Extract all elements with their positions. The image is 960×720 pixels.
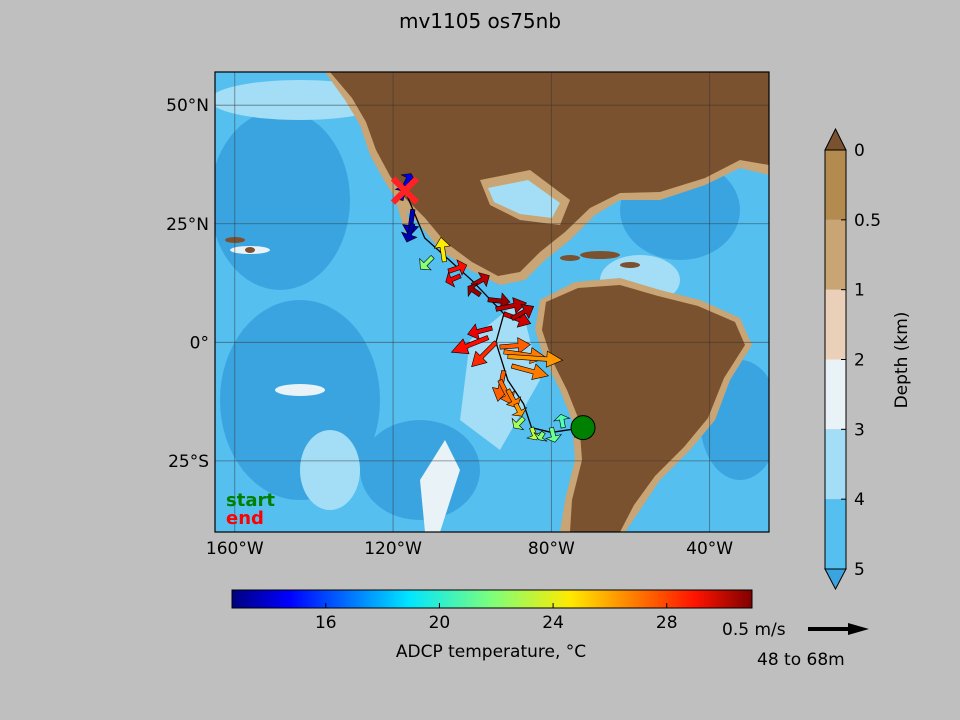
south-america-land xyxy=(535,278,752,532)
lat-tick-label: 0° xyxy=(190,333,209,353)
current-vector xyxy=(447,259,468,276)
current-vector xyxy=(400,222,418,243)
depth-tick-label: 3 xyxy=(854,420,865,440)
temperature-tick-label: 20 xyxy=(429,613,451,633)
lon-tick-label: 160°W xyxy=(206,539,264,559)
current-vector xyxy=(450,335,490,355)
current-vector xyxy=(507,350,564,368)
map-area xyxy=(215,72,769,532)
current-vector xyxy=(433,236,451,263)
current-vector xyxy=(502,311,532,328)
depth-band xyxy=(825,150,846,220)
current-vectors xyxy=(394,173,585,443)
depth-band xyxy=(825,289,846,360)
temperature-colorbar xyxy=(231,589,753,609)
temperature-colorbar-ticks: 16 20 24 28 xyxy=(315,603,678,633)
map-gridlines xyxy=(215,72,769,532)
temperature-tick-label: 28 xyxy=(656,613,678,633)
current-vector xyxy=(544,426,563,443)
depth-range-label: 48 to 68m xyxy=(757,650,845,670)
temperature-tick-label: 16 xyxy=(315,613,337,633)
depth-tick-label: 4 xyxy=(854,490,865,510)
current-vector xyxy=(511,402,528,417)
current-vector xyxy=(467,323,493,341)
depth-tick-label: 0.5 xyxy=(854,211,881,231)
track-line xyxy=(404,190,584,434)
current-vector xyxy=(419,254,435,271)
depth-band xyxy=(825,429,846,500)
current-vector xyxy=(533,430,548,442)
scale-arrow xyxy=(808,623,869,635)
map-tick-labels: 160°W 120°W 80°W 40°W 50°N 25°N 0° 25°S xyxy=(166,96,733,559)
current-vector xyxy=(499,337,531,355)
depth-tick-label: 1 xyxy=(854,281,865,301)
lon-tick-label: 40°W xyxy=(686,539,733,559)
lon-tick-label: 120°W xyxy=(364,539,422,559)
ridge-lines xyxy=(230,246,460,532)
current-vector xyxy=(495,297,528,314)
current-vector xyxy=(445,271,462,288)
depth-band xyxy=(825,499,846,569)
depth-tick-label: 2 xyxy=(854,351,865,371)
caribbean-islands xyxy=(560,251,640,268)
north-america-land xyxy=(325,72,769,285)
end-legend-label: end xyxy=(226,508,264,529)
ship-track xyxy=(404,190,584,434)
depth-extend-top xyxy=(824,127,847,151)
track-markers xyxy=(390,176,596,441)
depth-colorbar: 0 0.5 1 2 3 4 5 xyxy=(824,127,881,591)
current-vector xyxy=(552,413,571,429)
current-vector xyxy=(467,282,482,298)
depth-colorbar-label: Depth (km) xyxy=(892,312,912,409)
current-vector xyxy=(511,416,526,431)
map-frame xyxy=(214,71,770,533)
end-marker xyxy=(390,176,420,205)
depth-band xyxy=(825,359,846,430)
scale-arrow-label: 0.5 m/s xyxy=(722,620,786,640)
lat-tick-label: 25°S xyxy=(168,452,209,472)
lat-tick-label: 25°N xyxy=(166,215,209,235)
depth-tick-label: 5 xyxy=(854,560,865,580)
current-vector xyxy=(471,340,498,368)
temperature-colorbar-label: ADCP temperature, °C xyxy=(396,642,586,662)
depth-tick-label: 0 xyxy=(854,141,865,161)
start-legend-label: start xyxy=(226,490,275,511)
depth-band xyxy=(825,219,846,290)
current-vector xyxy=(510,303,535,321)
lat-tick-label: 50°N xyxy=(166,96,209,116)
current-vector xyxy=(510,363,550,381)
chart-title: mv1105 os75nb xyxy=(399,9,561,33)
depth-extend-bottom xyxy=(824,568,847,591)
temperature-tick-label: 24 xyxy=(542,613,564,633)
lon-tick-label: 80°W xyxy=(528,539,575,559)
start-marker xyxy=(570,415,596,441)
